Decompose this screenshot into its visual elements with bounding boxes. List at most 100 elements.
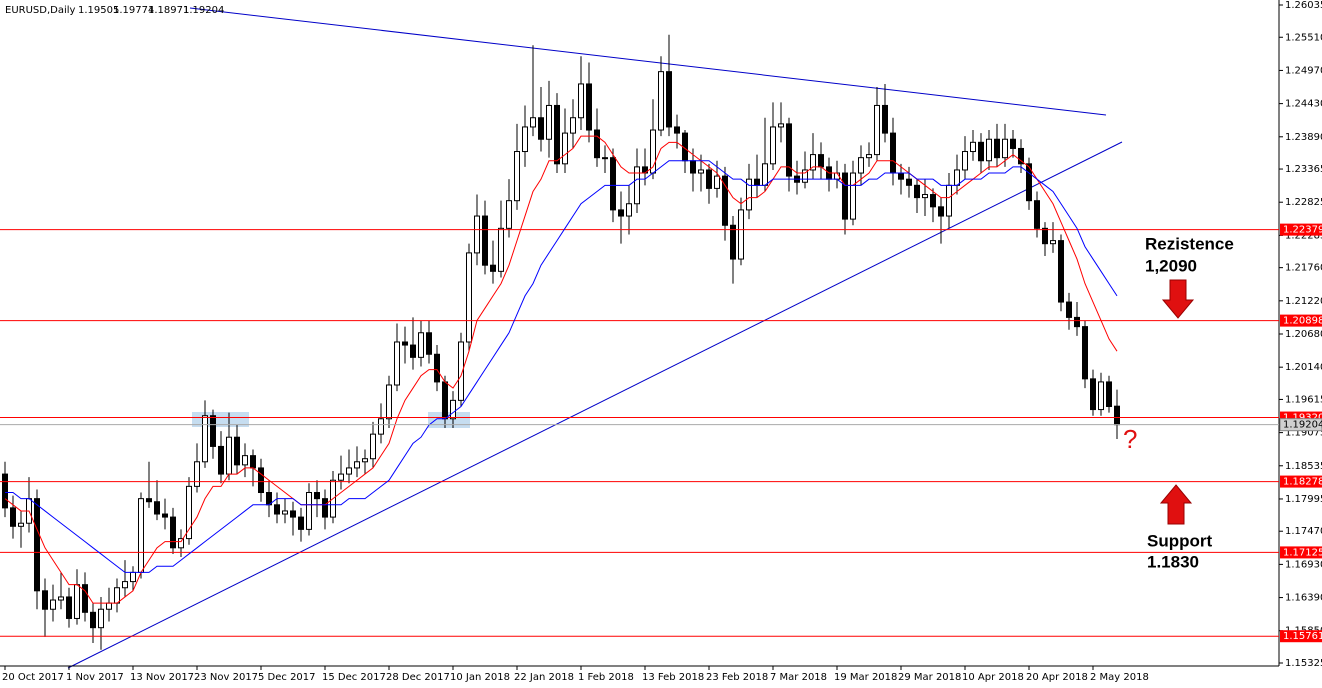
x-tick-label: 15 Dec 2017 (322, 672, 386, 683)
candle-body (722, 175, 728, 226)
candle-body (898, 172, 904, 180)
candle-body (1090, 378, 1096, 411)
candle-body (282, 510, 288, 515)
level-label: 1.17125 (1283, 547, 1322, 558)
candle-body (338, 473, 344, 481)
annotation: 1.1830 (1147, 552, 1199, 571)
candle-body (770, 126, 776, 165)
candle-body (594, 129, 600, 159)
candle-body (634, 166, 640, 205)
candle-body (906, 178, 912, 186)
x-tick-label: 5 Dec 2017 (258, 672, 316, 683)
current-price-box (1279, 418, 1322, 432)
annotation: Support (1147, 531, 1212, 550)
x-tick-label: 29 Mar 2018 (898, 672, 961, 683)
moving-average (4, 135, 1118, 604)
candle-body (1066, 301, 1072, 318)
header-close: 1.19204 (183, 5, 224, 16)
x-tick-label: 2 May 2018 (1090, 672, 1149, 683)
candle-body (546, 104, 552, 140)
candle-body (290, 510, 296, 518)
x-tick-label: 28 Dec 2017 (386, 672, 450, 683)
candle-body (58, 596, 64, 601)
candle-body (738, 209, 744, 260)
candle-body (1058, 240, 1064, 303)
candle-body (442, 381, 448, 420)
candle-body (378, 418, 384, 435)
candle-body (154, 501, 160, 515)
candle-body (674, 126, 680, 134)
candle-body (474, 215, 480, 254)
x-tick-label: 20 Apr 2018 (1026, 672, 1088, 683)
candle-body (874, 104, 880, 156)
level-label: 1.20898 (1283, 316, 1322, 327)
candle-body (386, 384, 392, 420)
candle-body (458, 341, 464, 401)
candle-body (586, 83, 592, 131)
candle-body (50, 599, 56, 610)
candle-body (1114, 405, 1120, 426)
x-tick-label: 22 Jan 2018 (514, 672, 574, 683)
candle-body (202, 415, 208, 463)
candle-body (802, 169, 808, 183)
y-tick-label: 1.17470 (1285, 526, 1322, 537)
candle-body (34, 498, 40, 592)
y-tick-label: 1.17995 (1285, 494, 1322, 505)
candle-body (986, 138, 992, 162)
symbol: EURUSD,Daily (5, 5, 76, 16)
candle-body (538, 117, 544, 140)
y-tick-label: 1.20140 (1285, 362, 1322, 373)
candle-body (706, 169, 712, 189)
candle-body (370, 433, 376, 460)
candle-body (1042, 227, 1048, 245)
candle-body (602, 157, 608, 160)
plot (2, 34, 1120, 650)
y-tick-label: 1.21760 (1285, 263, 1322, 274)
candle-body (962, 151, 968, 171)
y-tick-label: 1.22825 (1285, 197, 1322, 208)
candle-body (90, 611, 96, 629)
candle-body (10, 507, 16, 527)
x-tick-label: 10 Jan 2018 (450, 672, 510, 683)
candle-body (850, 172, 856, 220)
candle-body (754, 178, 760, 186)
y-tick-label: 1.20680 (1285, 329, 1322, 340)
candle-body (450, 399, 456, 420)
y-tick-label: 1.16390 (1285, 593, 1322, 604)
x-tick-label: 23 Feb 2018 (706, 672, 768, 683)
candle-body (946, 184, 952, 217)
level-label: 1.22379 (1283, 225, 1322, 236)
header-open: 1.19505 (78, 5, 119, 16)
candle-body (306, 492, 312, 530)
annotation: Rezistence (1145, 234, 1234, 253)
candle-body (1082, 326, 1088, 380)
candle-body (786, 123, 792, 177)
candle-body (114, 587, 120, 604)
candle-body (394, 341, 400, 386)
candle-body (714, 175, 720, 189)
candle-body (922, 194, 928, 199)
x-tick-label: 7 Mar 2018 (770, 672, 827, 683)
x-tick-label: 1 Nov 2017 (66, 672, 124, 683)
y-tick-label: 1.25510 (1285, 32, 1322, 43)
candle-body (778, 123, 784, 128)
candle-body (298, 516, 304, 530)
candle-body (466, 252, 472, 343)
candle-body (866, 154, 872, 159)
candle-body (1002, 138, 1008, 159)
x-tick-label: 1 Feb 2018 (578, 672, 634, 683)
candle-body (234, 436, 240, 466)
candle-body (1034, 200, 1040, 229)
candle-body (434, 353, 440, 383)
candle-body (210, 415, 216, 447)
candle-body (18, 522, 24, 527)
highlight-box (428, 412, 470, 428)
moving-average (5, 160, 1118, 573)
candle-body (626, 203, 632, 217)
y-tick-label: 1.26035 (1285, 0, 1322, 11)
candle-body (418, 332, 424, 358)
candle-body (914, 184, 920, 199)
candle-body (506, 200, 512, 229)
candle-body (250, 455, 256, 469)
candle-body (410, 344, 416, 358)
